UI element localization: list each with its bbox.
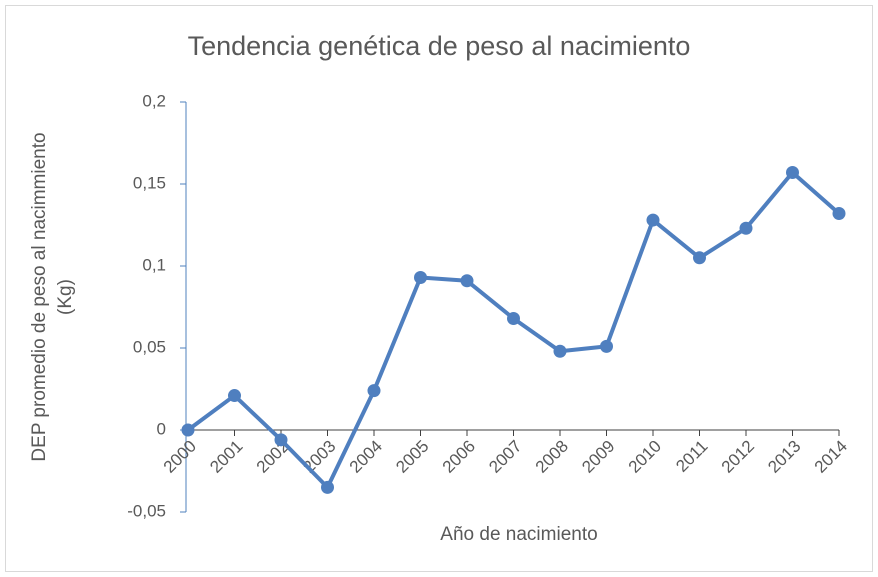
chart-title: Tendencia genética de peso al nacimiento <box>188 31 691 61</box>
point <box>414 270 427 284</box>
point <box>274 433 288 447</box>
point <box>460 274 474 288</box>
y-tick-label: 0,2 <box>142 91 166 110</box>
point <box>181 423 195 437</box>
point <box>507 311 520 325</box>
point <box>646 213 660 227</box>
point <box>367 384 381 398</box>
point <box>786 166 799 180</box>
y-tick-label: -0,05 <box>127 501 166 520</box>
x-axis-label: Año de nacimiento <box>440 524 597 545</box>
point <box>321 480 334 494</box>
point <box>600 339 613 353</box>
point <box>739 221 753 235</box>
y-axis-label: (Kg) <box>55 279 76 315</box>
y-tick-label: 0 <box>157 419 166 438</box>
point <box>228 389 241 403</box>
y-tick-label: 0,05 <box>133 337 166 356</box>
point <box>832 207 846 221</box>
point <box>553 344 567 358</box>
y-tick-label: 0,15 <box>133 173 166 192</box>
point <box>693 251 706 265</box>
y-tick-label: 0,1 <box>142 255 166 274</box>
chart-frame <box>5 5 873 572</box>
y-axis-label: DEP promedio de peso al nacimmiento <box>29 132 50 461</box>
